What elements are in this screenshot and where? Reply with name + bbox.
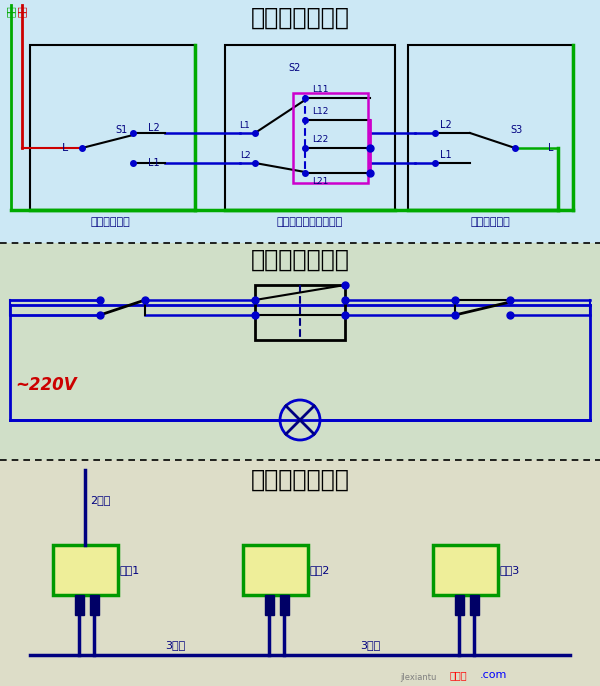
Text: L1: L1 [440, 150, 452, 160]
Bar [243, 545, 308, 595]
Text: S3: S3 [510, 125, 522, 135]
Text: .com: .com [480, 670, 508, 680]
Text: 火线: 火线 [17, 5, 27, 16]
Text: jlexiantu: jlexiantu [400, 674, 436, 683]
Text: 单开双控开关: 单开双控开关 [90, 217, 130, 227]
Text: ~220V: ~220V [15, 376, 77, 394]
Text: 2根线: 2根线 [90, 495, 110, 505]
Text: 开兴1: 开兴1 [120, 565, 140, 575]
Bar [90, 595, 99, 615]
Text: 3根线: 3根线 [360, 640, 380, 650]
Bar [265, 595, 274, 615]
Text: L1: L1 [239, 121, 250, 130]
Text: 开兴2: 开兴2 [310, 565, 331, 575]
Bar [455, 595, 464, 615]
Text: 三控开关接线图: 三控开关接线图 [251, 6, 349, 30]
Text: L11: L11 [312, 86, 329, 95]
Text: L: L [62, 143, 68, 153]
Bar [433, 545, 498, 595]
Bar [53, 545, 118, 595]
Bar [255, 285, 345, 340]
Text: S1: S1 [115, 125, 127, 135]
Text: L22: L22 [312, 136, 328, 145]
Bar [0, 0, 600, 243]
Text: L: L [548, 143, 554, 153]
Text: L1: L1 [148, 158, 160, 168]
Text: 中途开关（三控开关）: 中途开关（三控开关） [277, 217, 343, 227]
Text: L2: L2 [239, 150, 250, 160]
Bar [0, 460, 600, 686]
Text: 相线: 相线 [6, 5, 16, 16]
Bar [225, 45, 395, 210]
Bar [293, 93, 368, 183]
Bar [30, 45, 195, 210]
Text: L2: L2 [440, 120, 452, 130]
Text: L2: L2 [148, 123, 160, 133]
Text: 单开双控开关: 单开双控开关 [470, 217, 510, 227]
Text: L21: L21 [312, 178, 328, 187]
Bar [470, 595, 479, 615]
Text: 三控开关布线图: 三控开关布线图 [251, 468, 349, 492]
Bar [408, 45, 573, 210]
Text: 三控开关原理图: 三控开关原理图 [251, 248, 349, 272]
Text: L12: L12 [312, 108, 328, 117]
Text: 3根线: 3根线 [165, 640, 185, 650]
Text: 开兴3: 开兴3 [500, 565, 520, 575]
Bar [0, 243, 600, 460]
Text: S2: S2 [289, 63, 301, 73]
Bar [280, 595, 289, 615]
Bar [75, 595, 84, 615]
Text: 接线图: 接线图 [450, 670, 467, 680]
